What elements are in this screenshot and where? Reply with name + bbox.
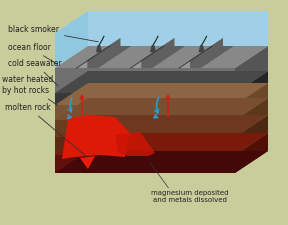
Polygon shape [115,132,155,156]
Polygon shape [55,155,235,173]
Polygon shape [96,45,102,52]
Polygon shape [55,68,235,93]
Polygon shape [55,151,268,173]
Polygon shape [80,156,95,169]
Polygon shape [235,46,268,93]
Polygon shape [55,98,268,120]
Text: molten rock: molten rock [5,103,86,156]
Polygon shape [150,45,156,52]
Polygon shape [55,120,235,137]
Polygon shape [55,71,268,93]
Polygon shape [88,11,268,46]
Polygon shape [87,38,131,68]
Text: cold seawater: cold seawater [8,58,62,86]
Polygon shape [55,105,235,120]
Polygon shape [55,11,268,33]
Polygon shape [235,133,268,173]
Polygon shape [141,38,185,68]
Polygon shape [62,115,130,159]
Text: ocean floor: ocean floor [8,43,58,65]
Polygon shape [55,93,235,105]
Polygon shape [190,38,234,68]
Polygon shape [235,11,268,68]
Text: magnesium deposited
and metals dissolved: magnesium deposited and metals dissolved [151,191,229,203]
Polygon shape [55,11,88,68]
Polygon shape [235,83,268,120]
Polygon shape [198,45,204,52]
Polygon shape [77,38,120,68]
Polygon shape [55,115,268,137]
Polygon shape [235,71,268,105]
Polygon shape [55,46,268,68]
Text: water heated
by hot rocks: water heated by hot rocks [2,75,58,106]
Text: black smoker: black smoker [8,25,98,42]
Polygon shape [235,98,268,137]
Polygon shape [130,38,175,68]
Polygon shape [55,83,268,105]
Polygon shape [235,115,268,155]
Polygon shape [55,137,235,155]
Polygon shape [55,133,268,155]
Polygon shape [179,38,223,68]
